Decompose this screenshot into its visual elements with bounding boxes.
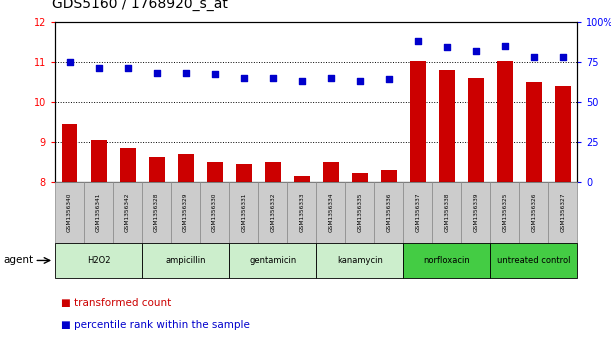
Point [442, 44, 452, 50]
Bar [207, 162, 222, 182]
Bar [461, 182, 490, 243]
Text: GSM1356338: GSM1356338 [444, 193, 449, 232]
Bar [374, 182, 403, 243]
Bar [432, 182, 461, 243]
Text: GSM1356340: GSM1356340 [67, 193, 72, 232]
Text: agent: agent [3, 256, 33, 265]
Bar [381, 170, 397, 182]
Bar [490, 182, 519, 243]
Point [471, 48, 481, 53]
Point [239, 75, 249, 81]
Text: untreated control: untreated control [497, 256, 571, 265]
Text: ■ transformed count: ■ transformed count [61, 298, 171, 308]
Text: GDS5160 / 1768920_s_at: GDS5160 / 1768920_s_at [52, 0, 228, 11]
Text: GSM1356339: GSM1356339 [474, 193, 478, 232]
Point [384, 76, 393, 82]
Bar [171, 182, 200, 243]
Text: ampicillin: ampicillin [166, 256, 206, 265]
Point [355, 78, 365, 84]
Text: norfloxacin: norfloxacin [423, 256, 470, 265]
Bar [229, 243, 316, 278]
Text: GSM1356325: GSM1356325 [502, 193, 507, 232]
Text: GSM1356327: GSM1356327 [560, 193, 565, 232]
Bar [439, 70, 455, 182]
Bar [352, 173, 368, 182]
Text: gentamicin: gentamicin [249, 256, 296, 265]
Text: GSM1356336: GSM1356336 [386, 193, 391, 232]
Point [123, 65, 133, 71]
Bar [265, 162, 280, 182]
Bar [90, 139, 106, 182]
Point [413, 38, 423, 44]
Text: GSM1356341: GSM1356341 [96, 193, 101, 232]
Point [93, 65, 103, 71]
Bar [178, 154, 194, 182]
Text: GSM1356334: GSM1356334 [328, 193, 333, 232]
Bar [497, 61, 513, 182]
Text: GSM1356326: GSM1356326 [532, 193, 536, 232]
Text: H2O2: H2O2 [87, 256, 110, 265]
Bar [323, 162, 338, 182]
Text: GSM1356330: GSM1356330 [212, 193, 217, 232]
Bar [84, 182, 113, 243]
Text: ■ percentile rank within the sample: ■ percentile rank within the sample [61, 320, 250, 330]
Bar [120, 147, 136, 182]
Point [297, 78, 307, 84]
Bar [55, 182, 84, 243]
Bar [403, 182, 433, 243]
Bar [490, 243, 577, 278]
Bar [142, 243, 229, 278]
Text: GSM1356333: GSM1356333 [299, 193, 304, 232]
Text: GSM1356328: GSM1356328 [154, 193, 159, 232]
Point [210, 72, 219, 77]
Bar [148, 157, 164, 182]
Point [181, 70, 191, 76]
Bar [526, 82, 542, 182]
Bar [287, 182, 316, 243]
Point [529, 54, 539, 60]
Bar [549, 182, 577, 243]
Bar [403, 243, 490, 278]
Bar [142, 182, 171, 243]
Text: GSM1356335: GSM1356335 [357, 193, 362, 232]
Bar [200, 182, 229, 243]
Point [65, 59, 75, 65]
Bar [555, 86, 571, 182]
Bar [229, 182, 258, 243]
Text: GSM1356331: GSM1356331 [241, 193, 246, 232]
Bar [55, 243, 142, 278]
Bar [316, 243, 403, 278]
Text: GSM1356342: GSM1356342 [125, 193, 130, 232]
Text: GSM1356329: GSM1356329 [183, 193, 188, 232]
Bar [62, 124, 78, 182]
Text: kanamycin: kanamycin [337, 256, 382, 265]
Bar [236, 164, 252, 182]
Bar [345, 182, 374, 243]
Bar [468, 78, 484, 182]
Bar [316, 182, 345, 243]
Point [500, 43, 510, 49]
Text: GSM1356332: GSM1356332 [270, 193, 275, 232]
Text: GSM1356337: GSM1356337 [415, 193, 420, 232]
Bar [410, 61, 426, 182]
Point [268, 75, 277, 81]
Bar [258, 182, 287, 243]
Point [152, 70, 161, 76]
Bar [519, 182, 549, 243]
Point [558, 54, 568, 60]
Point [326, 75, 335, 81]
Bar [294, 176, 310, 182]
Bar [113, 182, 142, 243]
